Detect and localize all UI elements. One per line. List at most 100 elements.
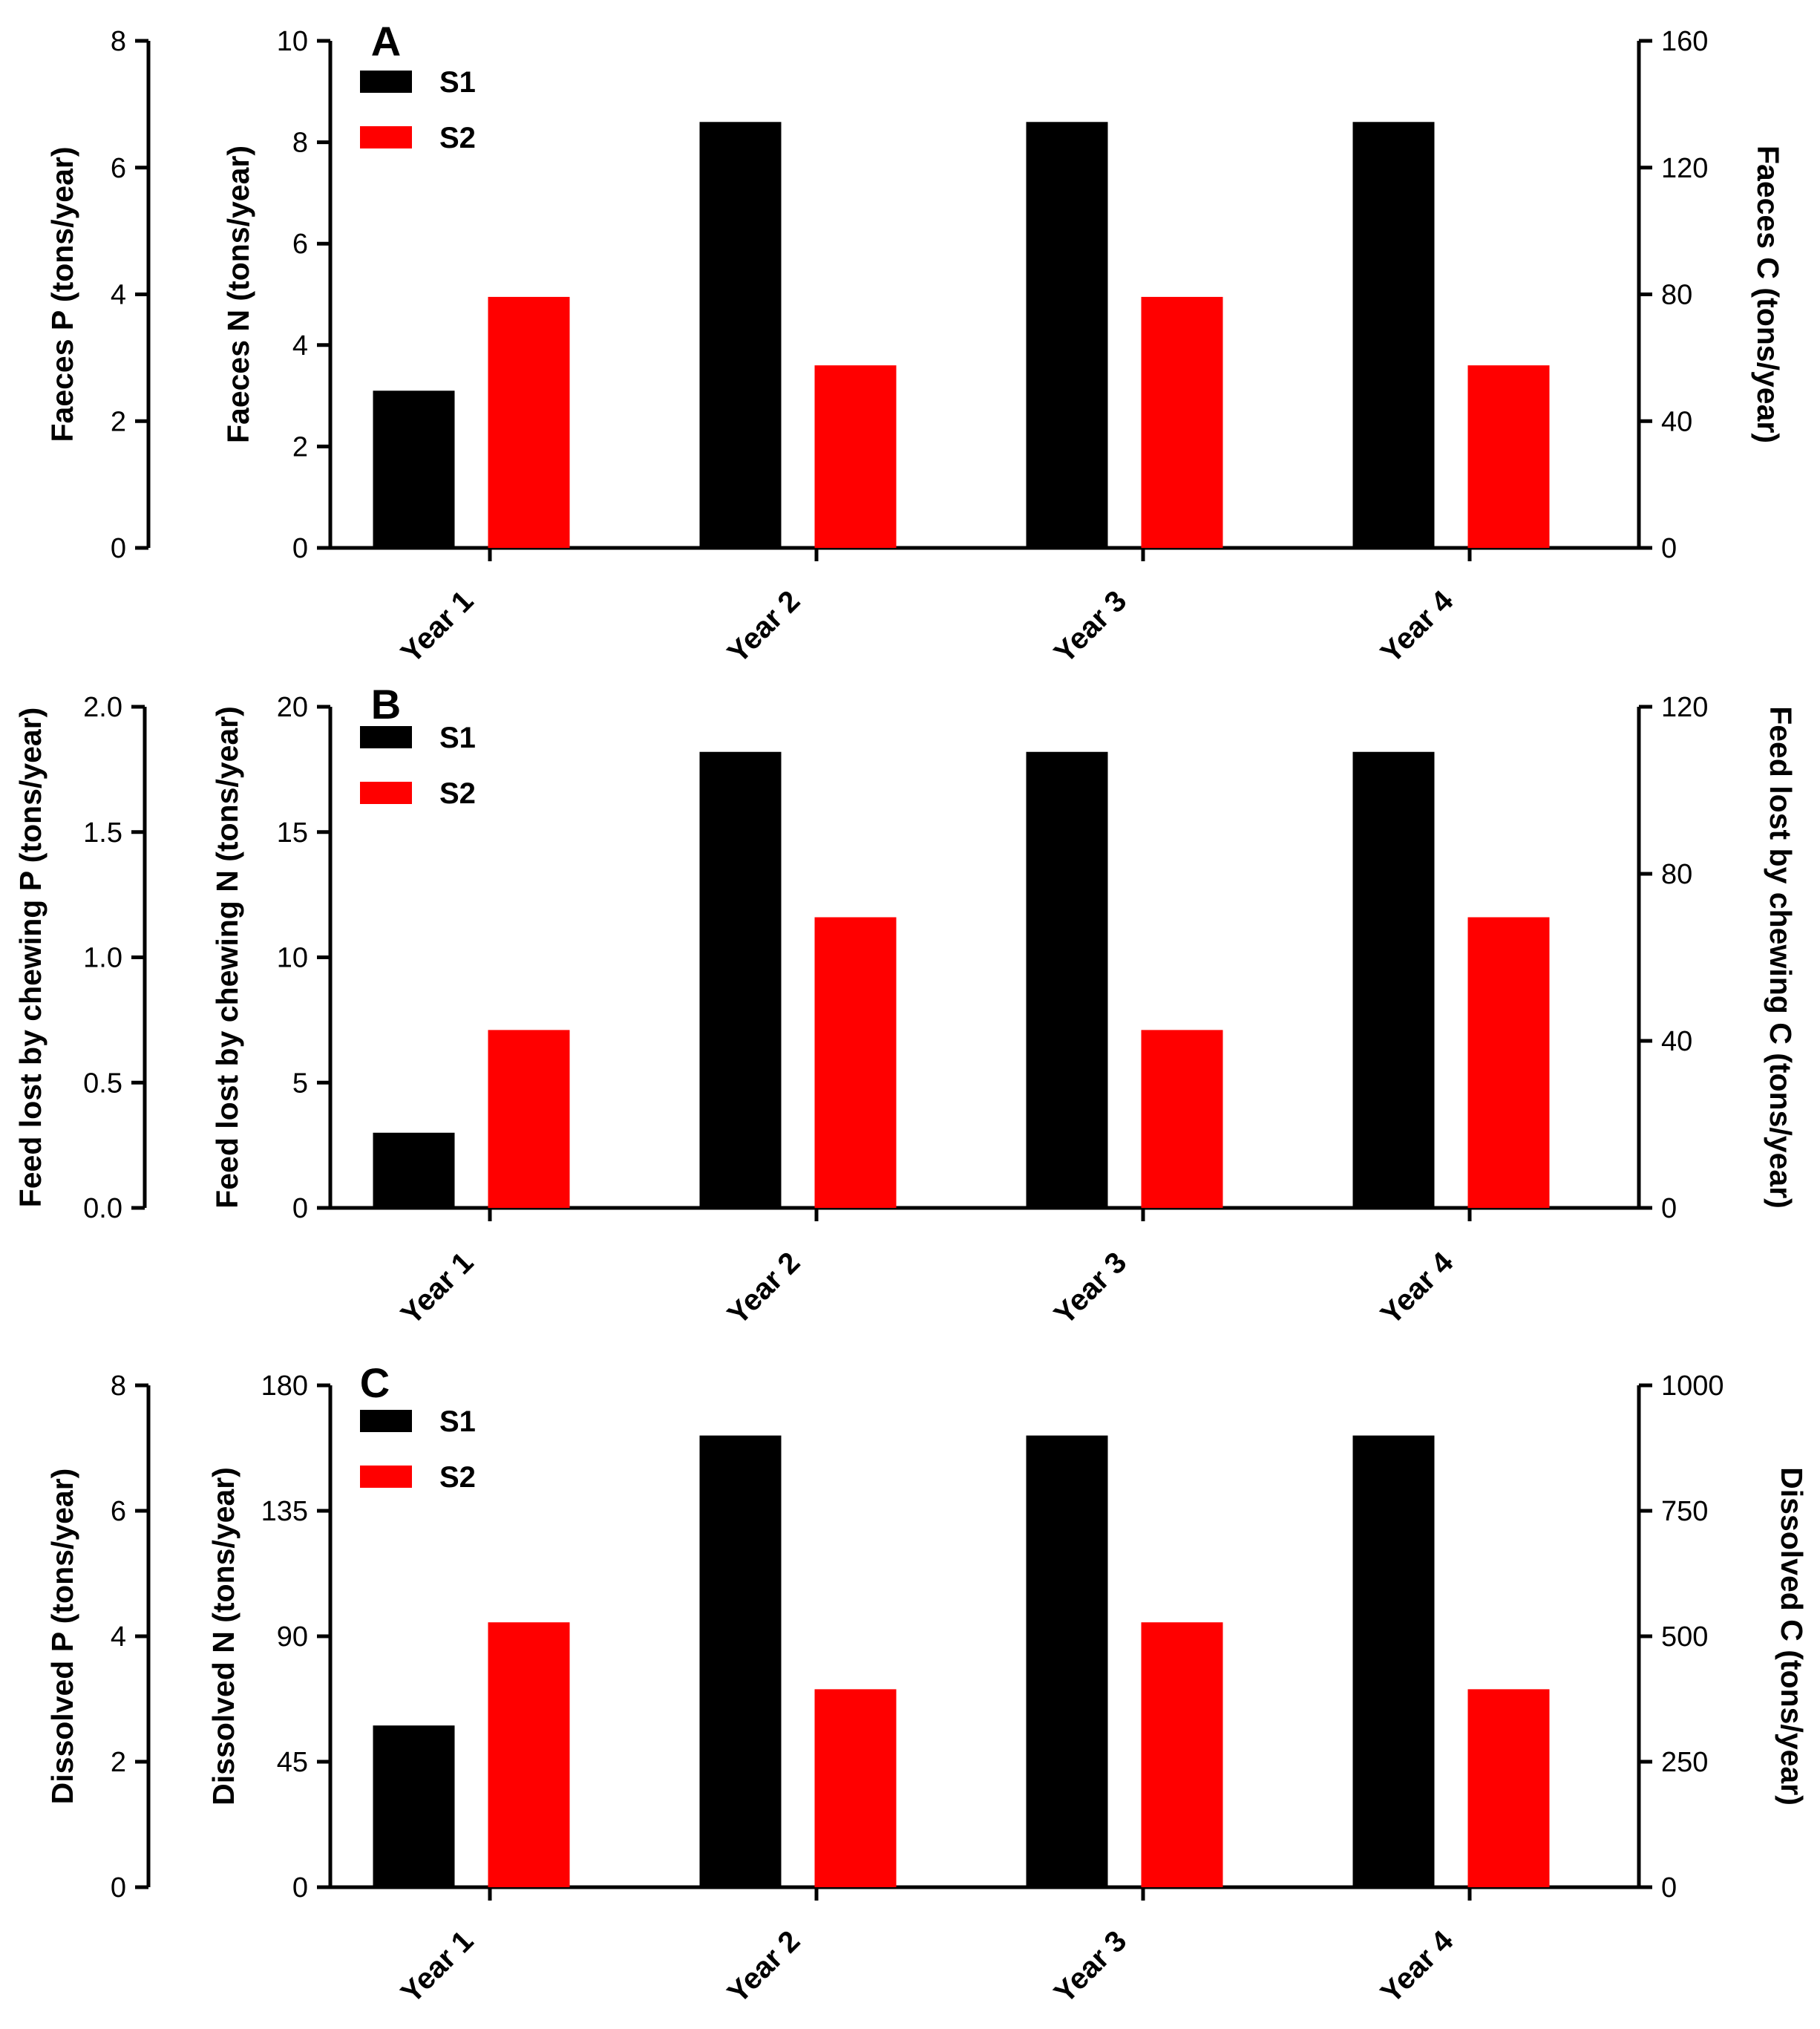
panel-c-bar-s1 — [373, 1725, 455, 1887]
panel-b-left_outer_axis-tick-label: 2.0 — [83, 692, 122, 723]
panel-a-left-axis-title: Faeces N (tons/year) — [221, 146, 255, 443]
panel-b-bar-s1 — [1352, 751, 1435, 1208]
panel-a-outer-axis-title: Faeces P (tons/year) — [45, 146, 79, 442]
panel-a-left_axis-tick-label: 4 — [292, 330, 308, 362]
panel-c-bar-s2 — [1467, 1689, 1550, 1887]
panel-b-bar-s1 — [373, 1132, 455, 1208]
panel-b-left_axis-tick-label: 15 — [277, 817, 308, 849]
panel-c-right-axis-title: Dissolved C (tons/year) — [1775, 1467, 1809, 1806]
panel-b-left_axis-tick-label: 0 — [292, 1193, 308, 1224]
panel-b-legend-swatch-s2 — [360, 782, 412, 804]
panel-a-x-tick-label: Year 1 — [395, 584, 479, 669]
panel-a-left_outer_axis-tick-label: 0 — [111, 533, 126, 564]
panel-a-left_axis-tick-label: 2 — [292, 431, 308, 463]
panel-b-bar-s2 — [1141, 1030, 1223, 1208]
panel-a-left_outer_axis-tick-label: 6 — [111, 153, 126, 184]
panel-c-left_outer_axis-tick-label: 6 — [111, 1496, 126, 1527]
panel-c-left_outer_axis-tick-label: 0 — [111, 1872, 126, 1904]
panel-c-left-axis-title: Dissolved N (tons/year) — [206, 1467, 240, 1806]
panel-b-left_axis-tick-label: 10 — [277, 943, 308, 974]
panel-c-x-tick-label: Year 3 — [1048, 1924, 1133, 2009]
panel-c-right_axis-tick-label: 0 — [1661, 1872, 1677, 1904]
panel-a-bar-s1 — [699, 122, 782, 548]
panel-c-right_axis-tick-label: 1000 — [1661, 1370, 1724, 1402]
panel-b-left_outer_axis-tick-label: 1.5 — [83, 817, 122, 849]
panel-a-right_axis-tick-label: 0 — [1661, 533, 1677, 564]
panel-a-left_axis-tick-label: 0 — [292, 533, 308, 564]
panel-c-x-tick-label: Year 4 — [1375, 1924, 1460, 2010]
panel-b-left_axis-tick-label: 20 — [277, 692, 308, 723]
panel-c-left_outer_axis-tick-label: 4 — [111, 1621, 126, 1653]
panel-c-bar-s2 — [488, 1622, 570, 1887]
panel-c-legend-swatch-s2 — [360, 1466, 412, 1488]
panel-c-left_outer_axis-tick-label: 8 — [111, 1370, 126, 1402]
panel-c-bar-s1 — [1352, 1435, 1435, 1887]
panel-c-bar-s2 — [814, 1689, 897, 1887]
panel-a-legend-swatch-s1 — [360, 71, 412, 93]
panel-c-left_outer_axis-tick-label: 2 — [111, 1747, 126, 1778]
panel-a-x-tick-label: Year 4 — [1375, 584, 1460, 670]
panel-b-x-tick-label: Year 3 — [1048, 1246, 1133, 1330]
panel-a-left_outer_axis-tick-label: 8 — [111, 26, 126, 57]
panel-c-legend-swatch-s1 — [360, 1410, 412, 1432]
panel-a-legend-swatch-s2 — [360, 126, 412, 148]
panel-c-legend-label: S2 — [439, 1461, 476, 1494]
panel-c-outer-axis-title: Dissolved P (tons/year) — [45, 1468, 79, 1805]
panel-b-legend-label: S1 — [439, 722, 476, 754]
panel-a-right_axis-tick-label: 120 — [1661, 153, 1708, 184]
panel-c-legend-label: S1 — [439, 1405, 476, 1438]
panel-b-right-axis-title: Feed lost by chewing C (tons/year) — [1764, 706, 1798, 1209]
panel-b-left-axis-title: Feed lost by chewing N (tons/year) — [210, 706, 244, 1209]
panel-b-bar-s2 — [814, 917, 897, 1208]
panel-b-legend-swatch-s1 — [360, 726, 412, 748]
panel-a-left_axis-tick-label: 10 — [277, 26, 308, 57]
panel-a-bar-s2 — [1467, 365, 1550, 548]
panel-b-outer-axis-title: Feed lost by chewing P (tons/year) — [13, 708, 48, 1208]
panel-b-right_axis-tick-label: 80 — [1661, 859, 1692, 890]
panel-b-right_axis-tick-label: 0 — [1661, 1193, 1677, 1224]
panel-c-right_axis-tick-label: 250 — [1661, 1747, 1708, 1778]
panel-c-left_axis-tick-label: 0 — [292, 1872, 308, 1904]
panel-c-left_axis-tick-label: 135 — [261, 1496, 308, 1527]
panel-c-left_axis-tick-label: 180 — [261, 1370, 308, 1402]
panel-b-left_outer_axis-tick-label: 1.0 — [83, 943, 122, 974]
panel-c-left_axis-tick-label: 90 — [277, 1621, 308, 1653]
panel-b-x-tick-label: Year 4 — [1375, 1246, 1460, 1331]
panel-c-left_axis-tick-label: 45 — [277, 1747, 308, 1778]
panel-b-bar-s2 — [1467, 917, 1550, 1208]
panel-a-bar-s2 — [488, 296, 570, 548]
panel-a-left_axis-tick-label: 8 — [292, 128, 308, 159]
panel-b-left_axis-tick-label: 5 — [292, 1068, 308, 1099]
panel-b-bar-s1 — [1026, 751, 1108, 1208]
panel-b-left_outer_axis-tick-label: 0.0 — [83, 1193, 122, 1224]
panel-a-left_axis-tick-label: 6 — [292, 229, 308, 260]
panel-b-right_axis-tick-label: 120 — [1661, 692, 1708, 723]
panel-a-label: A — [371, 18, 401, 65]
panel-a-right_axis-tick-label: 160 — [1661, 26, 1708, 57]
panel-b-legend-label: S2 — [439, 777, 476, 810]
panel-a-left_outer_axis-tick-label: 2 — [111, 406, 126, 437]
panel-b-bar-s2 — [488, 1030, 570, 1208]
panel-c-bar-s2 — [1141, 1622, 1223, 1887]
panel-a-right_axis-tick-label: 40 — [1661, 406, 1692, 437]
panel-c-bar-s1 — [1026, 1435, 1108, 1887]
panel-a-bar-s1 — [373, 391, 455, 548]
panel-b-left_outer_axis-tick-label: 0.5 — [83, 1068, 122, 1099]
panel-c-right_axis-tick-label: 500 — [1661, 1621, 1708, 1653]
panel-b-x-tick-label: Year 2 — [721, 1246, 806, 1330]
panel-a-left_outer_axis-tick-label: 4 — [111, 280, 126, 311]
panel-a-bar-s2 — [1141, 296, 1223, 548]
panel-a-x-tick-label: Year 3 — [1048, 584, 1133, 669]
panel-a-x-tick-label: Year 2 — [721, 584, 806, 669]
panel-c-x-tick-label: Year 1 — [395, 1924, 479, 2009]
panel-b-right_axis-tick-label: 40 — [1661, 1026, 1692, 1057]
panel-a-right-axis-title: Faeces C (tons/year) — [1751, 146, 1785, 443]
panel-b-x-tick-label: Year 1 — [395, 1246, 479, 1330]
panel-b-label: B — [371, 681, 401, 728]
panel-a-bar-s1 — [1026, 122, 1108, 548]
panel-a-legend-label: S1 — [439, 66, 476, 99]
panel-c-label: C — [360, 1359, 390, 1406]
panel-c-x-tick-label: Year 2 — [721, 1924, 806, 2009]
panel-a-bar-s1 — [1352, 122, 1435, 548]
